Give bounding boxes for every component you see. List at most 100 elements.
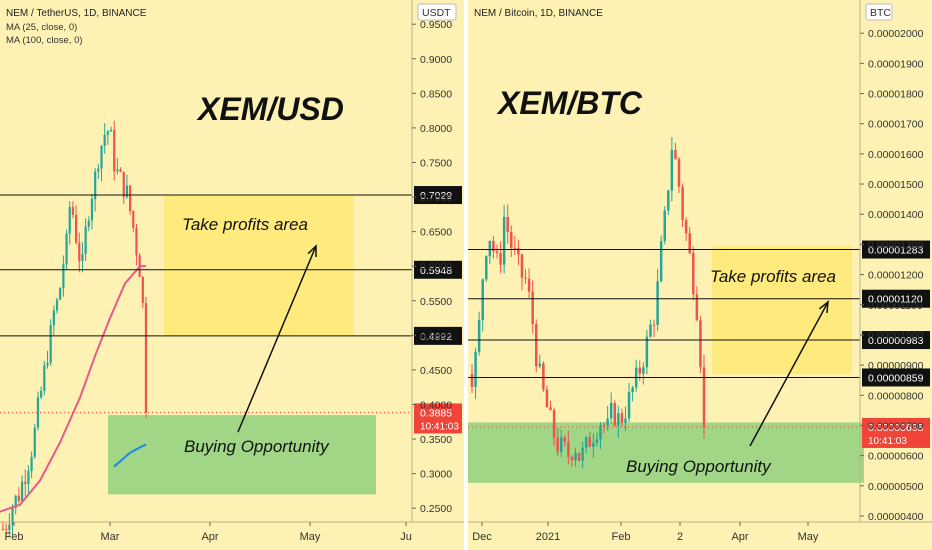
left-ma25-line: [113, 443, 147, 468]
right-x-tick-label: Dec: [472, 531, 492, 543]
left-candle: [17, 486, 21, 504]
right-candle: [485, 255, 488, 282]
left-candle: [132, 210, 135, 233]
right-candle-body: [606, 418, 609, 426]
left-candle: [141, 275, 144, 309]
right-candle: [502, 205, 506, 274]
left-candle-body: [84, 226, 87, 254]
right-candle: [677, 156, 681, 193]
left-candle-body: [87, 220, 90, 227]
right-x-tick-label: 2: [677, 531, 683, 543]
left-candle: [55, 297, 59, 314]
right-candle: [520, 253, 524, 291]
right-candle: [499, 241, 502, 274]
right-candle: [517, 239, 520, 266]
right-candle: [645, 329, 649, 375]
right-x-tick-label: Apr: [731, 531, 748, 543]
right-candle-body: [620, 413, 624, 423]
right-y-tick-label: 0.00001600: [868, 149, 924, 161]
left-y-tick-label: 0.6500: [420, 227, 452, 239]
left-candle-body: [20, 481, 24, 502]
right-candle-body: [474, 351, 477, 387]
right-candle: [559, 429, 563, 457]
left-candle: [138, 253, 141, 278]
left-candle-body: [62, 264, 65, 289]
right-candle-body: [485, 256, 488, 280]
right-candle: [617, 405, 620, 438]
right-candle-body: [681, 186, 684, 221]
right-candle-body: [592, 442, 595, 447]
right-candle-body: [638, 367, 642, 374]
right-candle-body: [595, 439, 599, 443]
left-arrow-shaft: [237, 245, 317, 433]
right-candle-body: [510, 232, 513, 248]
left-candle: [103, 123, 106, 154]
right-candle-body: [624, 418, 627, 423]
right-candle-body: [609, 402, 613, 419]
right-candle-body: [470, 374, 474, 387]
left-candle: [65, 229, 68, 271]
left-candle-body: [52, 310, 55, 326]
right-candle: [524, 269, 527, 284]
right-candle: [584, 435, 588, 454]
left-current-price: 0.3885: [420, 407, 452, 419]
right-candle-body: [613, 402, 617, 426]
left-candle: [62, 255, 65, 297]
left-candle-body: [24, 481, 27, 484]
right-candle-body: [531, 291, 534, 325]
left-candle-body: [116, 169, 119, 172]
left-candle: [97, 163, 100, 180]
right-candle-body: [588, 437, 592, 447]
right-candle: [531, 280, 534, 334]
right-candle: [602, 422, 606, 434]
right-big-title: XEM/BTC: [496, 85, 643, 121]
right-candle-body: [524, 277, 527, 279]
left-y-tick-label: 0.7000: [420, 192, 452, 204]
left-candle-body: [17, 495, 21, 502]
right-candle: [684, 217, 688, 241]
right-candle-body: [574, 452, 577, 461]
right-candle: [592, 433, 595, 458]
left-candle-body: [68, 206, 71, 234]
left-candle: [119, 167, 122, 173]
left-candle: [71, 201, 75, 219]
right-candle-body: [649, 324, 652, 337]
left-candle-body: [119, 169, 122, 172]
left-currency: USDT: [422, 7, 451, 19]
right-candle-body: [495, 251, 499, 254]
right-candle: [609, 392, 613, 424]
right-candle-body: [699, 320, 702, 368]
left-candle: [49, 319, 52, 366]
right-candle: [542, 361, 545, 393]
right-candle: [470, 364, 474, 393]
left-candle-body: [113, 130, 116, 172]
left-buy-zone: [108, 415, 376, 495]
right-candle-body: [488, 240, 492, 257]
right-candle-body: [502, 216, 506, 265]
right-candle: [606, 406, 609, 431]
left-y-tick-label: 0.4000: [420, 399, 452, 411]
right-candle-body: [692, 253, 695, 295]
left-level-tag: [414, 186, 462, 205]
right-candle-body: [599, 425, 602, 440]
left-candle-body: [81, 253, 84, 262]
left-candle: [40, 386, 43, 400]
right-candle: [577, 452, 581, 462]
right-candle-body: [642, 367, 645, 374]
right-level-tag: [862, 289, 930, 308]
left-candle-body: [14, 495, 17, 508]
right-level-tag: [862, 240, 930, 259]
right-candle: [545, 385, 549, 408]
left-candle: [109, 126, 113, 132]
left-candle: [122, 171, 125, 204]
right-x-tick-label: May: [798, 531, 819, 543]
right-take-profit-label: Take profits area: [710, 267, 836, 286]
left-candle-body: [71, 206, 75, 215]
right-y-tick-label: 0.00001000: [868, 330, 924, 342]
right-y-tick-label: 0.00002000: [868, 28, 924, 40]
left-candle: [90, 193, 94, 230]
left-candle: [5, 523, 8, 537]
right-candle: [663, 206, 666, 245]
right-candle: [656, 269, 659, 331]
right-candle: [692, 246, 695, 301]
